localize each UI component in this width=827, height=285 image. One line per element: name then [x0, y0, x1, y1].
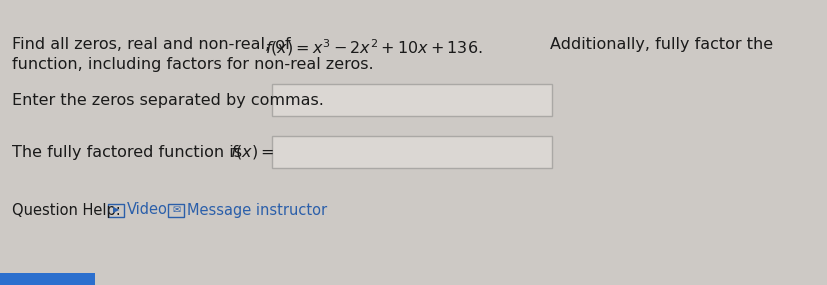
Bar [272, 84, 552, 116]
Bar [0, 273, 95, 285]
Text: ✉: ✉ [172, 205, 179, 215]
Text: $f(x) =$: $f(x) =$ [230, 143, 274, 161]
Text: The fully factored function is: The fully factored function is [12, 144, 246, 160]
Text: Question Help:: Question Help: [12, 203, 121, 217]
Bar [168, 203, 184, 217]
Text: Message instructor: Message instructor [187, 203, 327, 217]
Bar [272, 136, 552, 168]
Text: Video: Video [127, 203, 168, 217]
Text: Additionally, fully factor the: Additionally, fully factor the [549, 37, 772, 52]
Text: function, including factors for non-real zeros.: function, including factors for non-real… [12, 57, 373, 72]
Text: Enter the zeros separated by commas.: Enter the zeros separated by commas. [12, 93, 323, 107]
Bar [108, 203, 124, 217]
Text: $f(x) = x^3-2x^2+10x+136.$: $f(x) = x^3-2x^2+10x+136.$ [265, 37, 482, 58]
Text: Find all zeros, real and non-real, of: Find all zeros, real and non-real, of [12, 37, 295, 52]
Text: ▶: ▶ [112, 205, 119, 215]
